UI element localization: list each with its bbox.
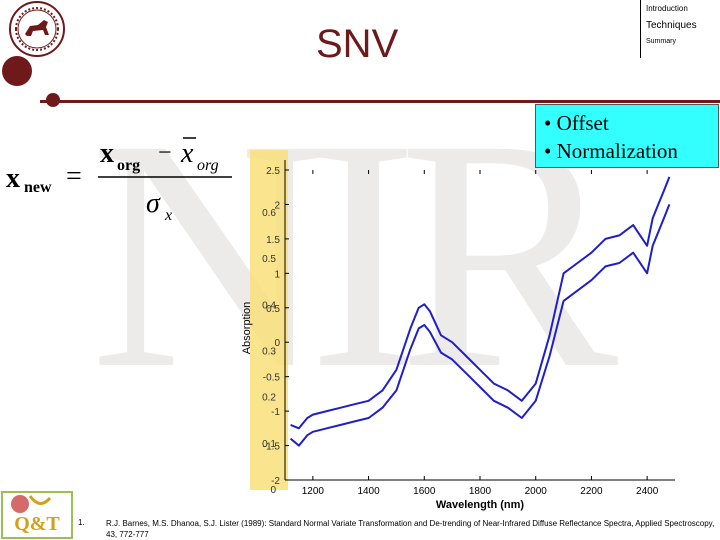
- x-tick-label: 1200: [302, 486, 325, 497]
- axis-highlight: [250, 150, 288, 490]
- y-tick-inner-label: 0.4: [262, 300, 276, 311]
- header-rule: [40, 100, 720, 103]
- spectrum-line-2: [289, 204, 671, 447]
- x-tick-label: 2000: [525, 486, 548, 497]
- y-tick-outer-label: 0: [274, 338, 280, 349]
- y-tick-outer-label: 1: [274, 269, 280, 280]
- formula-mean-x-sub: org: [197, 157, 219, 174]
- formula-numerator-x: x: [100, 138, 114, 169]
- qt-logo-icon: Q&T: [1, 491, 73, 539]
- x-axis-label: Wavelength (nm): [436, 499, 525, 511]
- y-tick-outer-label: 0.5: [266, 304, 280, 315]
- y-tick-outer-label: -2: [271, 476, 280, 487]
- callout-box: • Offset • Normalization: [535, 104, 719, 168]
- y-tick-outer-label: 2.5: [266, 166, 280, 177]
- nav-techniques[interactable]: Techniques: [646, 20, 697, 31]
- y-tick-inner-label: 0.1: [262, 439, 276, 450]
- formula-minus: −: [158, 140, 172, 166]
- snv-formula: x new = x org − x org σ x: [6, 137, 232, 224]
- footnote-reference: R.J. Barnes, M.S. Dhanoa, S.J. Lister (1…: [106, 519, 715, 539]
- section-nav: Introduction Techniques Summary: [640, 0, 719, 58]
- nir-spectrum-chart: 2.521.510.50-0.5-1-1.5-2 0.60.50.40.30.2…: [241, 150, 675, 511]
- y-tick-inner-label: 0.3: [262, 347, 276, 358]
- callout-item-offset: • Offset: [544, 111, 609, 135]
- y-tick-outer-label: 2: [274, 200, 280, 211]
- y-tick-outer-label: -1.5: [263, 442, 281, 453]
- decor-circle-small: [46, 93, 60, 107]
- formula-lhs: x: [6, 163, 20, 194]
- x-tick-label: 1800: [469, 486, 492, 497]
- nav-introduction[interactable]: Introduction: [646, 4, 688, 13]
- formula-mean-x: x: [180, 138, 194, 169]
- slide-title: SNV: [316, 22, 399, 66]
- formula-sigma: σ: [146, 188, 161, 219]
- logo-text: Q&T: [14, 513, 60, 535]
- y-tick-outer-label: -0.5: [263, 373, 281, 384]
- y-tick-inner-label: 0.5: [262, 254, 276, 265]
- formula-lhs-sub: new: [24, 179, 52, 196]
- nav-summary[interactable]: Summary: [646, 38, 676, 45]
- y-tick-outer-label: 1.5: [266, 235, 280, 246]
- formula-sigma-sub: x: [164, 207, 172, 224]
- footnote-number: 1.: [78, 518, 85, 527]
- x-tick-label: 1400: [357, 486, 380, 497]
- formula-equals: =: [66, 161, 82, 192]
- y-tick-inner-label: 0: [270, 485, 276, 496]
- callout-item-normalization: • Normalization: [544, 139, 678, 163]
- formula-numerator-x-sub: org: [117, 157, 140, 174]
- y-axis-label: Absorption: [241, 302, 253, 355]
- x-tick-label: 2400: [636, 486, 659, 497]
- y-tick-inner-label: 0.6: [262, 208, 276, 219]
- x-tick-label: 2200: [580, 486, 603, 497]
- spectrum-line-1: [290, 176, 671, 430]
- y-tick-inner-label: 0.2: [262, 393, 276, 404]
- watermark: NIR: [90, 72, 618, 437]
- x-tick-label: 1600: [413, 486, 436, 497]
- y-tick-outer-label: -1: [271, 407, 280, 418]
- decor-circle-large: [2, 56, 32, 86]
- university-seal-icon: [9, 1, 65, 57]
